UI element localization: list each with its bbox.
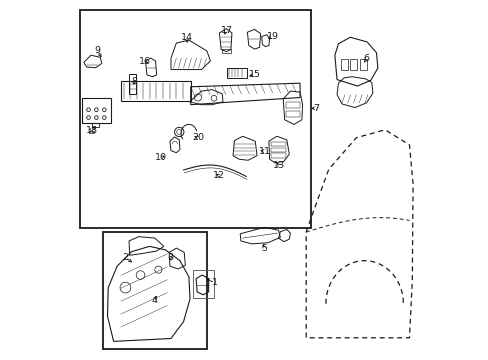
Text: 17: 17	[220, 26, 232, 35]
Bar	[89, 131, 94, 134]
Bar	[270, 153, 285, 158]
Text: 6: 6	[363, 54, 368, 63]
Text: 19: 19	[266, 32, 278, 41]
Text: 11: 11	[259, 147, 271, 156]
Bar	[192, 270, 214, 298]
Text: 18: 18	[86, 126, 98, 135]
Text: 14: 14	[181, 33, 193, 42]
Text: 8: 8	[131, 77, 137, 86]
Bar	[349, 59, 357, 69]
Bar	[270, 148, 285, 152]
Bar	[102, 232, 206, 348]
Bar	[129, 74, 136, 94]
Text: 1: 1	[212, 278, 218, 287]
Bar	[285, 111, 299, 117]
Bar	[82, 98, 111, 123]
Bar	[92, 123, 99, 127]
Text: 15: 15	[249, 70, 261, 79]
Text: 13: 13	[273, 161, 285, 170]
Text: 3: 3	[167, 253, 173, 262]
Bar	[340, 59, 347, 69]
Bar	[285, 102, 299, 108]
Bar	[222, 49, 230, 53]
Text: 10: 10	[155, 153, 166, 162]
Text: 12: 12	[213, 171, 225, 180]
Bar	[359, 59, 366, 69]
Text: 16: 16	[139, 57, 150, 66]
Text: 20: 20	[191, 133, 203, 142]
Text: 4: 4	[151, 296, 157, 305]
Text: 5: 5	[261, 244, 266, 253]
Text: 7: 7	[313, 104, 319, 113]
Bar	[121, 81, 190, 101]
Bar	[80, 10, 310, 228]
Bar	[226, 68, 247, 78]
Text: 2: 2	[122, 253, 128, 262]
Bar	[270, 142, 285, 146]
Text: 9: 9	[94, 46, 100, 55]
